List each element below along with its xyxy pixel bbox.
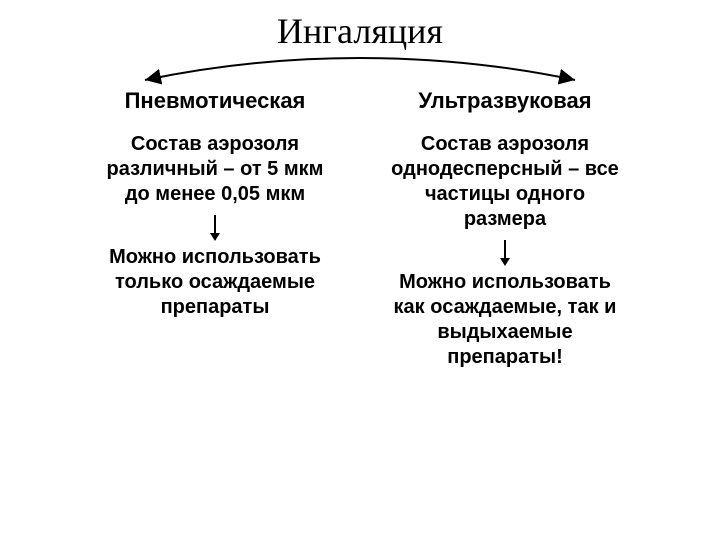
branch-arrow [130,52,590,92]
down-arrow-icon [498,238,512,268]
body-ultrasonic: Состав аэрозоля однодесперсный – все час… [385,132,625,232]
down-arrow-icon [208,213,222,243]
column-ultrasonic: Ультразвуковая Состав аэрозоля однодеспе… [385,88,625,370]
foot-pneumatic: Можно использовать только осаждаемые пре… [95,245,335,320]
body-pneumatic: Состав аэрозоля различный – от 5 мкм до … [95,132,335,207]
foot-ultrasonic: Можно использовать как осаждаемые, так и… [385,270,625,370]
heading-pneumatic: Пневмотическая [95,88,335,114]
heading-ultrasonic: Ультразвуковая [385,88,625,114]
column-pneumatic: Пневмотическая Состав аэрозоля различный… [95,88,335,320]
page-title: Ингаляция [0,10,720,52]
diagram-stage: Ингаляция Пневмотическая Состав аэрозоля… [0,0,720,540]
